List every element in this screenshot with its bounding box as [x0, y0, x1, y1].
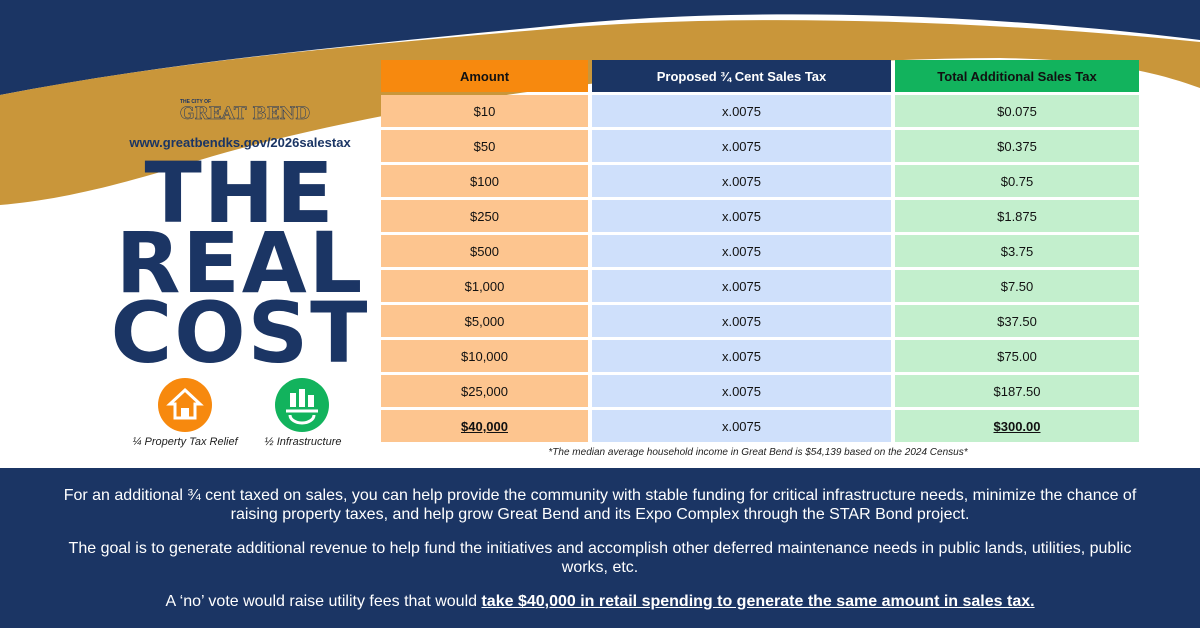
table-row: $5,000 x.0075 $37.50: [381, 305, 1139, 337]
table-cell: $25,000: [381, 375, 588, 407]
table-row: $250 x.0075 $1.875: [381, 200, 1139, 232]
logo-name: GREAT BEND: [180, 104, 311, 125]
table-cell: $0.375: [895, 130, 1139, 162]
logo-small: THE CITY OF: [180, 99, 212, 105]
table-cell: $0.75: [895, 165, 1139, 197]
table-cell: $10,000: [381, 340, 588, 372]
table-row: $10,000 x.0075 $75.00: [381, 340, 1139, 372]
table-cell: x.0075: [592, 375, 891, 407]
closing: A ‘no’ vote would raise utility fees tha…: [50, 592, 1150, 611]
table-cell: $300.00: [895, 410, 1139, 442]
icons: [158, 378, 329, 432]
table-row: $500 x.0075 $3.75: [381, 235, 1139, 267]
table-cell: x.0075: [592, 410, 891, 442]
column-header: Total Additional Sales Tax: [895, 60, 1139, 92]
table-cell: x.0075: [592, 95, 891, 127]
icon-label: ¼ Property Tax Relief: [132, 436, 238, 448]
tax-table: Amount Proposed ¾ Cent Sales Tax Total Add…: [377, 57, 1143, 445]
table-cell: $1.875: [895, 200, 1139, 232]
footnote: *The median average household income in …: [548, 447, 968, 458]
table-cell: $500: [381, 235, 588, 267]
table-cell: $40,000: [381, 410, 588, 442]
table-cell: $1,000: [381, 270, 588, 302]
table-cell: x.0075: [592, 235, 891, 267]
table-row: $100 x.0075 $0.75: [381, 165, 1139, 197]
table-cell: $7.50: [895, 270, 1139, 302]
headline: REAL: [115, 214, 365, 312]
table-cell: x.0075: [592, 130, 891, 162]
column-header: Amount: [381, 60, 588, 92]
table-row: $1,000 x.0075 $7.50: [381, 270, 1139, 302]
info-band: For an additional ¾ cent taxed on sales,…: [0, 468, 1200, 628]
table-cell: $50: [381, 130, 588, 162]
table-cell: $0.075: [895, 95, 1139, 127]
table-cell: x.0075: [592, 305, 891, 337]
headline: COST: [110, 284, 370, 382]
closing-text: A ‘no’ vote would raise utility fees tha…: [165, 593, 482, 610]
table-cell: $187.50: [895, 375, 1139, 407]
headline: THE: [144, 144, 336, 242]
table-cell: $37.50: [895, 305, 1139, 337]
table-row: $40,000 x.0075 $300.00: [381, 410, 1139, 442]
table-cell: x.0075: [592, 200, 891, 232]
url: www.greatbendks.gov/2026salestax: [129, 135, 351, 150]
closing-emphasis: take $40,000 in retail spending to gener…: [481, 593, 1035, 610]
table-cell: $3.75: [895, 235, 1139, 267]
table-row: $10 x.0075 $0.075: [381, 95, 1139, 127]
table-row: $25,000 x.0075 $187.50: [381, 375, 1139, 407]
column-header: Proposed ¾ Cent Sales Tax: [592, 60, 891, 92]
table-cell: $100: [381, 165, 588, 197]
table-cell: $10: [381, 95, 588, 127]
paragraph: For an additional ¾ cent taxed on sales,…: [63, 487, 1137, 523]
table-cell: x.0075: [592, 270, 891, 302]
table-cell: x.0075: [592, 340, 891, 372]
table-cell: x.0075: [592, 165, 891, 197]
paragraph: The goal is to generate additional reven…: [68, 540, 1132, 576]
table-cell: $75.00: [895, 340, 1139, 372]
table-cell: $5,000: [381, 305, 588, 337]
table-row: $50 x.0075 $0.375: [381, 130, 1139, 162]
icon-label: ½ Infrastructure: [264, 436, 342, 448]
table-cell: $250: [381, 200, 588, 232]
